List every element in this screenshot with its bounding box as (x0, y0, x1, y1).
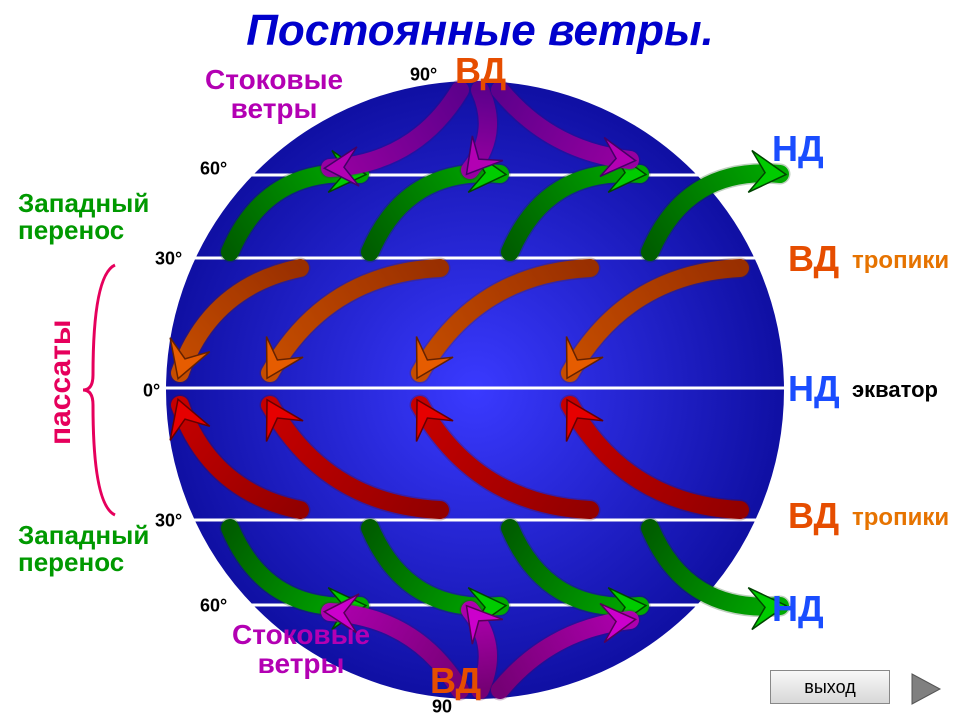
label-vd-pole-n: ВД (455, 52, 506, 90)
label-zapadnyj-top: Западныйперенос (18, 190, 149, 245)
label-stokovye-top: Стоковыеветры (205, 65, 343, 124)
label-tropiki-s: тропики (852, 505, 949, 530)
label-nd-eq: НД (788, 370, 840, 408)
svg-text:60°: 60° (200, 595, 227, 615)
label-vd-30n: ВД (788, 240, 839, 278)
label-passaty: пассаты (45, 319, 77, 445)
svg-text:0°: 0° (143, 380, 160, 400)
svg-text:30°: 30° (155, 248, 182, 268)
label-tropiki-n: тропики (852, 248, 949, 273)
svg-text:60°: 60° (200, 158, 227, 178)
svg-text:90°: 90° (410, 64, 437, 84)
label-stokovye-bot: Стоковыеветры (232, 620, 370, 679)
svg-text:30°: 30° (155, 510, 182, 530)
label-vd-pole-s: ВД (430, 662, 481, 700)
label-ekvator: экватор (852, 378, 938, 401)
label-nd-60s: НД (772, 590, 824, 628)
label-vd-30s: ВД (788, 497, 839, 535)
exit-button[interactable]: выход (770, 670, 890, 704)
label-zapadnyj-bot: Западныйперенос (18, 522, 149, 577)
label-nd-60n: НД (772, 130, 824, 168)
